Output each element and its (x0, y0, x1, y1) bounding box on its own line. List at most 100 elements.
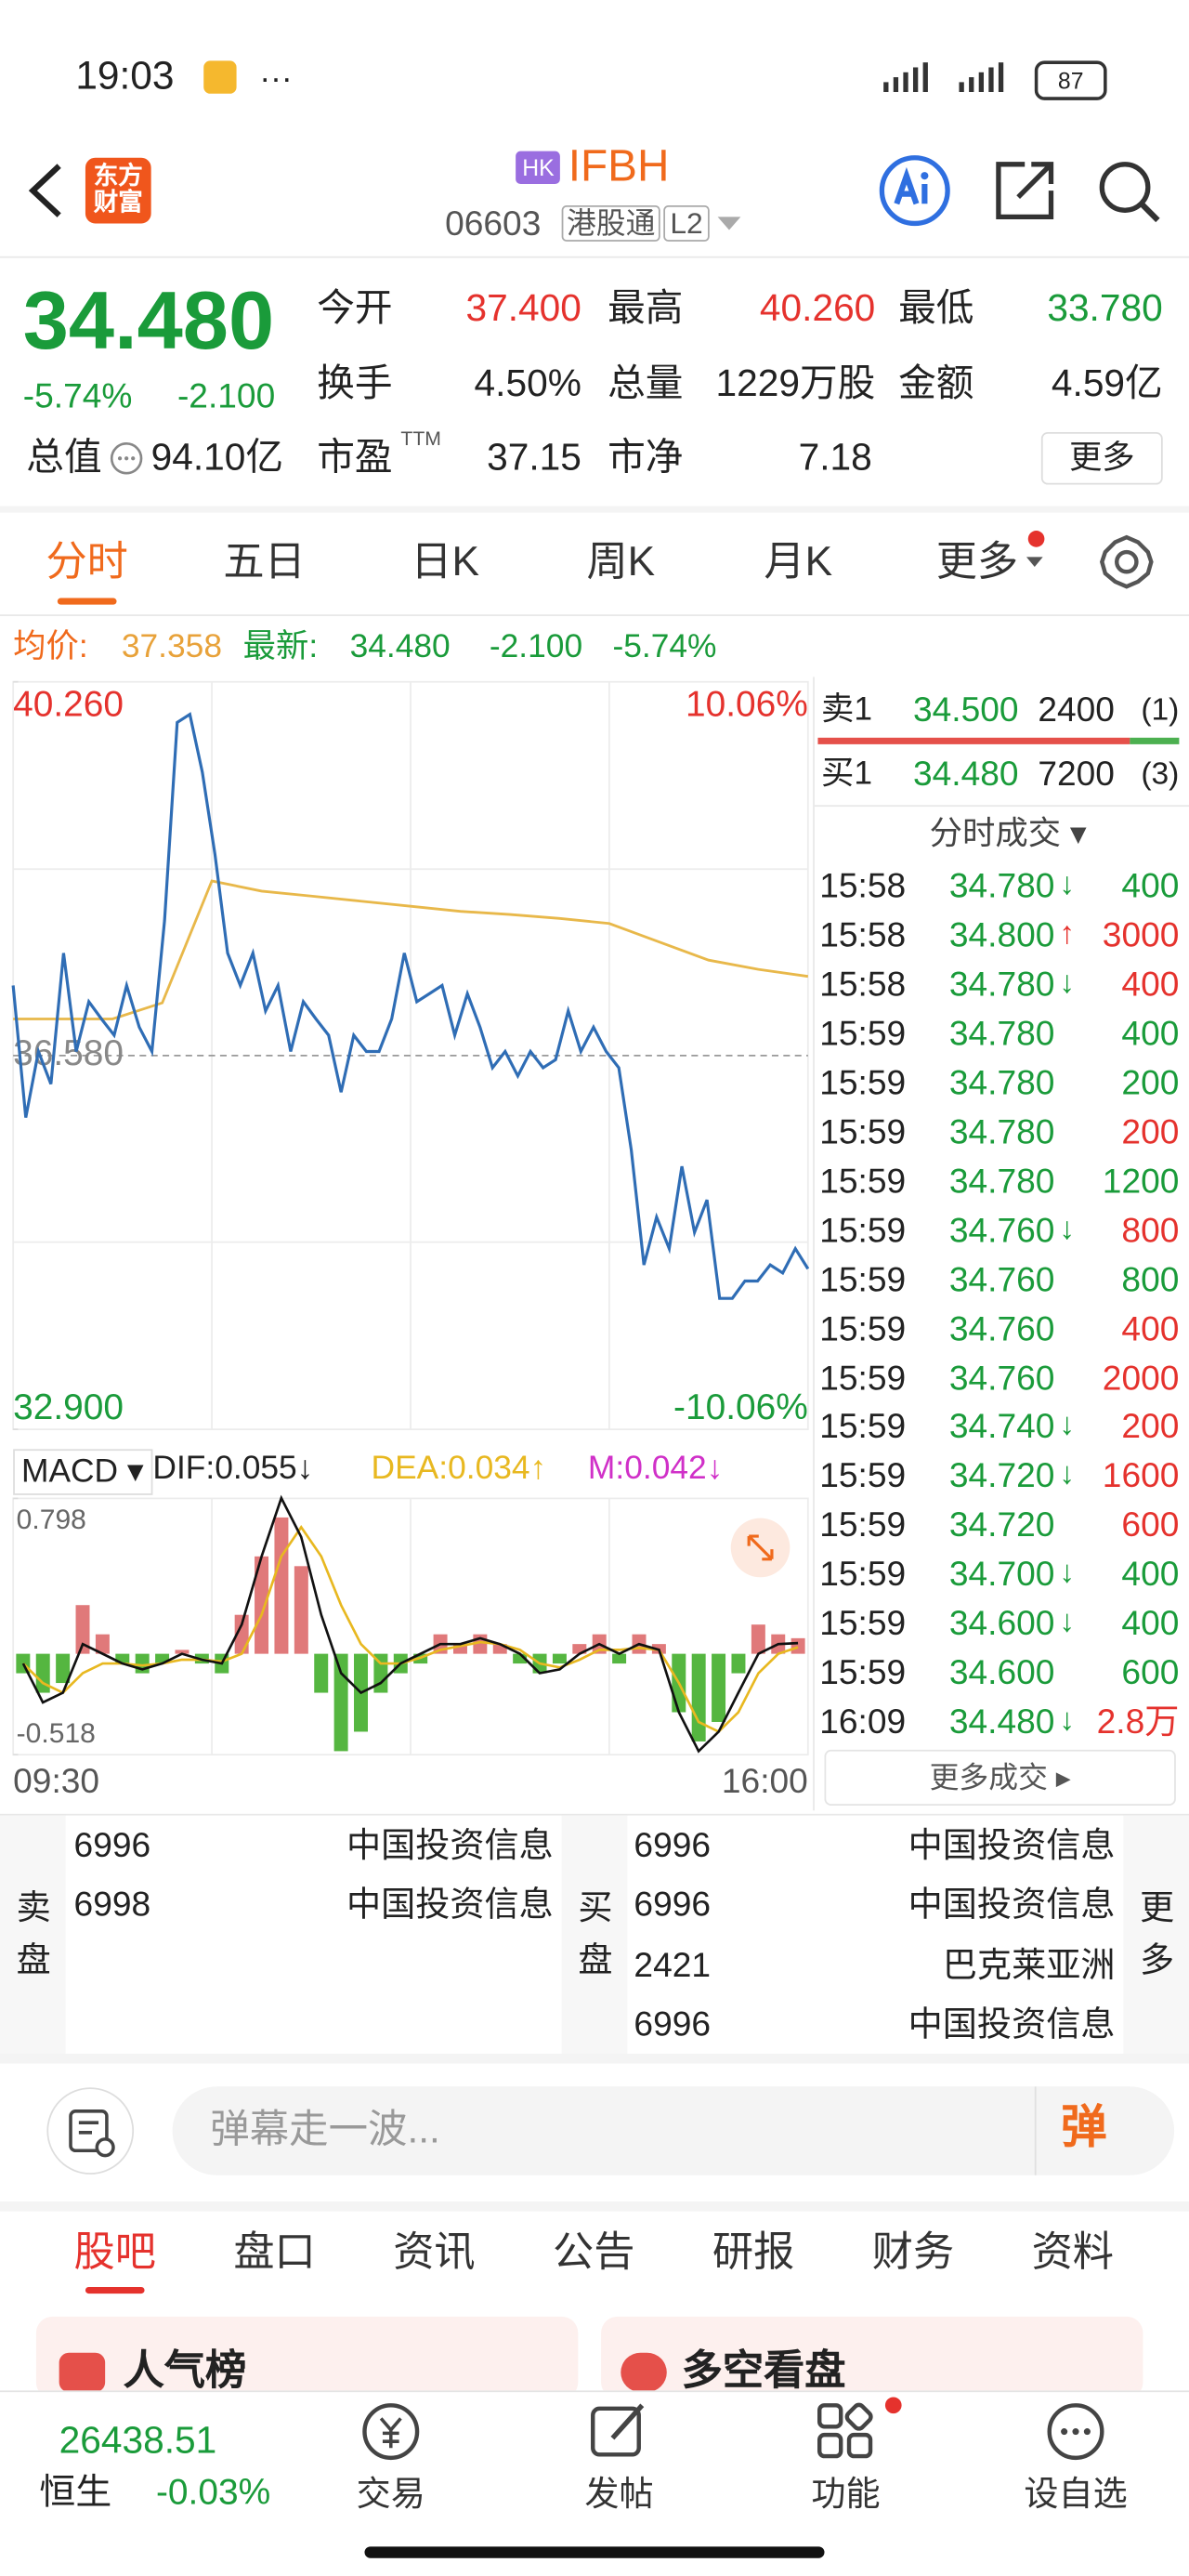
m-label: M:0.042↓ (587, 1451, 724, 1488)
broker-name: 中国投资信息 (908, 1826, 1116, 1865)
comment-input[interactable] (172, 2086, 1175, 2175)
search-button[interactable] (1095, 158, 1164, 227)
app-logo[interactable]: 东方财富 (85, 157, 151, 224)
ai-button[interactable] (877, 152, 952, 228)
content-tab[interactable]: 资料 (1031, 2229, 1115, 2276)
macd-bar (552, 1653, 567, 1664)
buy-label: 盘 (578, 1941, 613, 1980)
trade-price: 34.780 (948, 1163, 1055, 1201)
stat-label: 换手 (317, 361, 393, 404)
macd-selector[interactable]: MACD ▾ (13, 1449, 152, 1495)
trade-volume: 200 (1121, 1064, 1180, 1102)
sell-label: 卖 (16, 1889, 51, 1927)
nav-icon (362, 2403, 420, 2461)
trade-time: 15:59 (819, 1654, 907, 1693)
y-tick-label: 36.580 (13, 1033, 124, 1073)
divider (0, 506, 1189, 513)
tab[interactable]: 五日 (223, 538, 306, 585)
stat-label: 今开 (317, 285, 393, 329)
broker-id: 6996 (634, 2005, 712, 2044)
card-title: 多空看盘 (681, 2347, 846, 2394)
dea-label: DEA:0.034↑ (371, 1451, 547, 1488)
price-line (11, 712, 810, 1300)
settings-button[interactable] (1097, 532, 1156, 592)
content-tab[interactable]: 股吧 (73, 2229, 156, 2276)
nav-icon (1047, 2403, 1104, 2461)
x-label: 16:00 (721, 1763, 808, 1801)
nav-icon (817, 2402, 873, 2459)
card[interactable] (35, 2316, 579, 2399)
more-trades-button[interactable]: 更多成交 ▸ (824, 1749, 1176, 1806)
more-button[interactable]: 更多 (1040, 431, 1163, 485)
trade-price: 34.700 (948, 1556, 1055, 1595)
trades-title[interactable]: 分时成交 ▾ (929, 816, 1087, 853)
more-trades-text: 更多成交 (929, 1761, 1048, 1794)
stat-label: 市净 (608, 435, 684, 479)
trade-price: 34.720 (948, 1506, 1055, 1545)
macd-bar (492, 1644, 507, 1654)
macd-bar (333, 1653, 348, 1752)
more-label[interactable]: 多 (1139, 1941, 1175, 1980)
trade-price: 34.760 (948, 1212, 1055, 1250)
trade-price: 34.780 (948, 1064, 1055, 1102)
dif-label: DIF:0.055↓ (152, 1451, 314, 1488)
content-tab[interactable]: 公告 (553, 2229, 635, 2276)
nav-label[interactable]: 功能 (811, 2476, 881, 2514)
danmu-button[interactable]: 弹 (1061, 2101, 1107, 2153)
trades-title-text: 分时成交 (929, 816, 1062, 853)
trade-time: 15:59 (819, 1457, 907, 1496)
bid-volume: 7200 (1038, 756, 1115, 794)
nav-label[interactable]: 交易 (356, 2476, 425, 2514)
trade-price: 34.480 (948, 1703, 1055, 1742)
tab[interactable]: 日K (411, 538, 479, 585)
depth-bar-bid (817, 737, 1130, 744)
stat-label: 市盈 (317, 435, 393, 479)
content-tab[interactable]: 财务 (871, 2229, 955, 2276)
broker-id: 6998 (73, 1886, 151, 1925)
content-tab[interactable]: 资讯 (393, 2229, 476, 2276)
tab[interactable]: 分时 (46, 538, 128, 585)
macd-bar (513, 1653, 528, 1664)
card[interactable] (601, 2316, 1143, 2399)
comment-icon[interactable] (46, 2086, 135, 2175)
dropdown-icon[interactable] (716, 214, 742, 233)
more-label[interactable]: 更 (1139, 1889, 1175, 1927)
latest-change: -2.100 (489, 629, 583, 666)
back-button[interactable] (20, 161, 69, 220)
trade-price: 34.760 (948, 1310, 1055, 1348)
macd-bar (35, 1653, 50, 1693)
content-tab[interactable]: 研报 (712, 2229, 795, 2276)
trade-volume: 800 (1121, 1261, 1180, 1299)
tab[interactable]: 周K (586, 538, 656, 585)
input-divider (1034, 2086, 1037, 2175)
trade-volume: 400 (1121, 1310, 1180, 1348)
nav-label[interactable]: 发帖 (584, 2476, 654, 2514)
trade-price: 34.720 (948, 1457, 1055, 1496)
last-price: 34.480 (22, 274, 275, 367)
trade-price: 34.780 (948, 867, 1055, 906)
trade-arrow: ↓ (1059, 966, 1076, 1001)
macd-bar (452, 1644, 467, 1654)
stat-label: 总量 (608, 361, 684, 404)
nav-label[interactable]: 设自选 (1024, 2476, 1128, 2514)
ask-count: (1) (1141, 693, 1180, 729)
content-tab[interactable]: 盘口 (233, 2229, 316, 2276)
divider (814, 805, 1189, 808)
bid-label: 买1 (820, 756, 873, 793)
macd-bar (572, 1644, 587, 1654)
trade-time: 15:59 (819, 1113, 907, 1151)
macd-bar (790, 1637, 805, 1654)
trade-time: 15:59 (819, 1212, 907, 1250)
dropdown-icon[interactable] (1025, 556, 1044, 569)
tab[interactable]: 更多 (935, 538, 1019, 585)
tab-underline (85, 2287, 145, 2294)
label-column (0, 1815, 66, 2054)
share-button[interactable] (992, 158, 1058, 224)
comment-placeholder: 弹幕走一波... (210, 2108, 440, 2153)
macd-bar (731, 1653, 746, 1674)
buy-label: 买 (578, 1889, 613, 1927)
trade-time: 15:59 (819, 1359, 907, 1398)
tab[interactable]: 月K (764, 538, 833, 585)
info-icon[interactable] (109, 440, 145, 477)
ask-label: 卖1 (820, 691, 873, 729)
